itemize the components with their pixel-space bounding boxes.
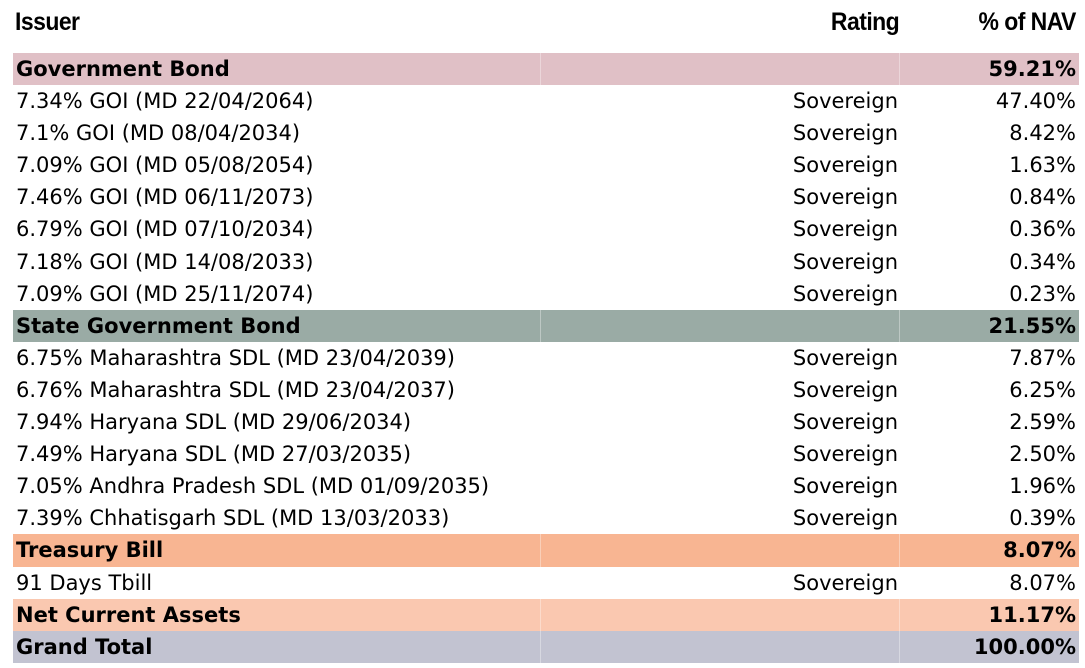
group-nav: 59.21% [988,57,1076,81]
issuer-cell: 7.18% GOI (MD 14/08/2033) [16,249,314,274]
table-row: 7.09% GOI (MD 25/11/2074) Sovereign 0.23… [13,278,1079,310]
rating-cell: Sovereign [792,281,898,306]
issuer-cell: 6.76% Maharashtra SDL (MD 23/04/2037) [16,377,455,402]
nav-cell: 6.25% [1009,377,1076,402]
nav-cell: 2.50% [1009,442,1076,467]
grand-total-row: Grand Total 100.00% [13,630,1079,663]
issuer-cell: 7.49% Haryana SDL (MD 27/03/2035) [16,442,412,467]
nav-cell: 8.07% [1009,570,1076,595]
nav-cell: 7.87% [1009,345,1076,370]
issuer-cell: 7.09% GOI (MD 05/08/2054) [16,153,314,178]
issuer-column-header: Issuer [15,8,80,36]
rating-cell: Sovereign [792,570,898,595]
table-row: 7.1% GOI (MD 08/04/2034) Sovereign 8.42% [13,117,1079,149]
nav-cell: 47.40% [995,89,1076,114]
rating-cell: Sovereign [792,410,898,435]
table-row: 7.49% Haryana SDL (MD 27/03/2035) Sovere… [13,438,1079,470]
rating-cell: Sovereign [792,377,898,402]
rating-cell: Sovereign [792,345,898,370]
table-row: 7.39% Chhatisgarh SDL (MD 13/03/2033) So… [13,502,1079,534]
issuer-cell: 7.05% Andhra Pradesh SDL (MD 01/09/2035) [16,474,490,499]
grand-total-value: 100.00% [973,634,1076,659]
rating-cell: Sovereign [792,474,898,499]
rating-cell: Sovereign [792,185,898,210]
table-row: 6.79% GOI (MD 07/10/2034) Sovereign 0.36… [13,213,1079,245]
issuer-cell: 7.34% GOI (MD 22/04/2064) [16,89,314,114]
nav-cell: 0.84% [1009,185,1076,210]
rating-cell: Sovereign [792,506,898,531]
rating-column-header: Rating [830,8,900,36]
grand-total-label: Grand Total [16,634,153,659]
nav-cell: 0.34% [1009,249,1076,274]
nav-cell: 2.59% [1009,410,1076,435]
table-row: 6.76% Maharashtra SDL (MD 23/04/2037) So… [13,374,1079,406]
group-nav: 11.17% [988,602,1076,627]
issuer-cell: 6.79% GOI (MD 07/10/2034) [16,217,314,242]
table-row: 7.09% GOI (MD 05/08/2054) Sovereign 1.63… [13,149,1079,181]
nav-cell: 1.63% [1009,153,1076,178]
nav-cell: 8.42% [1009,121,1076,146]
issuer-cell: 7.94% Haryana SDL (MD 29/06/2034) [16,410,412,435]
table-row: 6.75% Maharashtra SDL (MD 23/04/2039) So… [13,342,1079,374]
nav-column-header: % of NAV [978,8,1077,36]
nav-cell: 0.39% [1009,506,1076,531]
rating-cell: Sovereign [792,249,898,274]
rating-cell: Sovereign [792,442,898,467]
rating-cell: Sovereign [792,217,898,242]
table-row: 7.18% GOI (MD 14/08/2033) Sovereign 0.34… [13,246,1079,278]
nav-cell: 1.96% [1009,474,1076,499]
group-row-government-bond: Government Bond 59.21% [13,53,1079,86]
group-name: Treasury Bill [16,538,164,563]
group-row-treasury-bill: Treasury Bill 8.07% [13,534,1079,567]
table-row: 7.46% GOI (MD 06/11/2073) Sovereign 0.84… [13,181,1079,213]
group-row-state-government-bond: State Government Bond 21.55% [13,309,1079,342]
table-header: Issuer Rating % of NAV [0,0,1085,50]
issuer-cell: 6.75% Maharashtra SDL (MD 23/04/2039) [16,345,455,370]
issuer-cell: 7.09% GOI (MD 25/11/2074) [16,281,314,306]
group-nav: 21.55% [988,313,1076,338]
table-row: 91 Days Tbill Sovereign 8.07% [13,567,1079,599]
nav-cell: 0.23% [1009,281,1076,306]
nav-cell: 0.36% [1009,217,1076,242]
rating-cell: Sovereign [792,89,898,114]
issuer-cell: 91 Days Tbill [16,570,153,595]
holdings-table: Government Bond 59.21% 7.34% GOI (MD 22/… [13,53,1079,663]
rating-cell: Sovereign [792,153,898,178]
group-name: Government Bond [16,57,230,81]
net-current-assets-row: Net Current Assets 11.17% [13,598,1079,631]
rating-cell: Sovereign [792,121,898,146]
group-name: Net Current Assets [16,602,241,627]
table-row: 7.05% Andhra Pradesh SDL (MD 01/09/2035)… [13,470,1079,502]
group-nav: 8.07% [1003,538,1076,563]
issuer-cell: 7.39% Chhatisgarh SDL (MD 13/03/2033) [16,506,450,531]
table-row: 7.94% Haryana SDL (MD 29/06/2034) Sovere… [13,406,1079,438]
issuer-cell: 7.1% GOI (MD 08/04/2034) [16,121,301,146]
table-row: 7.34% GOI (MD 22/04/2064) Sovereign 47.4… [13,85,1079,117]
issuer-cell: 7.46% GOI (MD 06/11/2073) [16,185,314,210]
group-name: State Government Bond [16,313,301,338]
